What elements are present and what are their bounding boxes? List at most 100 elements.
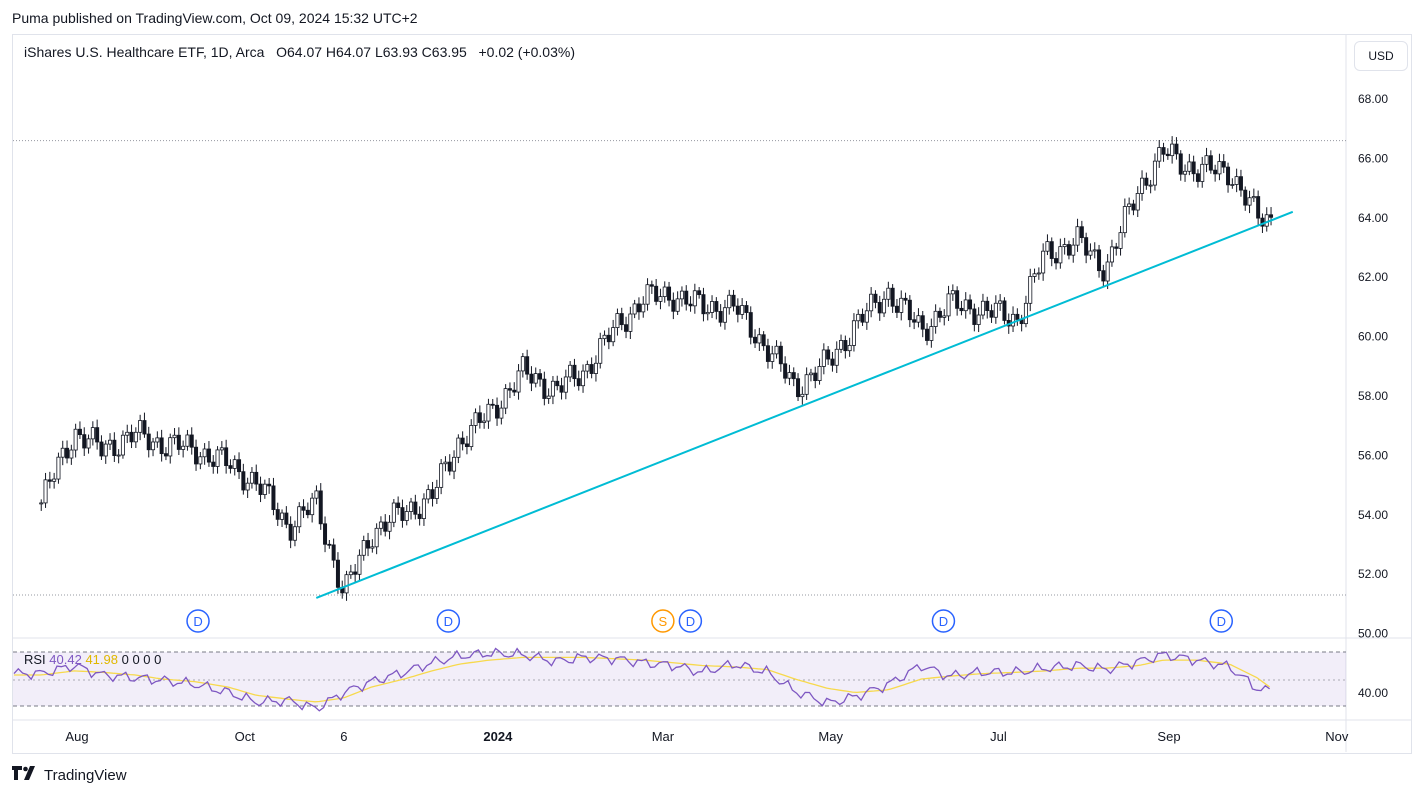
candle-body bbox=[675, 298, 680, 312]
candle-body bbox=[903, 297, 908, 301]
candle-body bbox=[581, 370, 586, 387]
candle bbox=[280, 509, 285, 528]
candle-body bbox=[357, 554, 362, 575]
candle-body bbox=[757, 334, 762, 344]
candle bbox=[370, 539, 375, 553]
candle bbox=[77, 421, 82, 439]
candle-body bbox=[409, 501, 414, 512]
candle bbox=[103, 440, 108, 464]
candle bbox=[155, 431, 160, 448]
candle-body bbox=[1204, 155, 1209, 165]
candle bbox=[232, 455, 237, 476]
candle-body bbox=[314, 490, 319, 499]
candle-body bbox=[1195, 173, 1200, 182]
candle bbox=[1247, 190, 1252, 214]
candle-body bbox=[1088, 250, 1093, 256]
candle-body bbox=[288, 523, 293, 541]
candle-body bbox=[86, 438, 91, 449]
candle-body bbox=[138, 420, 143, 433]
candle bbox=[421, 493, 426, 526]
candle-body bbox=[1114, 246, 1119, 249]
x-tick-label: Oct bbox=[235, 729, 256, 744]
candle bbox=[628, 306, 633, 339]
candle-body bbox=[778, 345, 783, 365]
chart-frame bbox=[12, 34, 1412, 754]
candle bbox=[224, 439, 229, 474]
candle bbox=[142, 412, 147, 438]
candle bbox=[598, 332, 603, 369]
candle-body bbox=[241, 471, 246, 491]
candle bbox=[585, 360, 590, 379]
candle-body bbox=[366, 540, 371, 549]
rsi-param-value: 0 bbox=[132, 652, 143, 667]
candle bbox=[903, 292, 908, 305]
candle-body bbox=[1260, 217, 1265, 227]
candle bbox=[963, 292, 968, 319]
candle bbox=[821, 343, 826, 375]
y-tick-label: 56.00 bbox=[1358, 448, 1388, 462]
y-tick-label: 50.00 bbox=[1358, 627, 1388, 641]
candle bbox=[512, 382, 517, 396]
candle bbox=[1036, 267, 1041, 280]
rsi-line bbox=[13, 647, 1270, 712]
candle bbox=[1161, 142, 1166, 162]
rsi-param-value: 0 bbox=[154, 652, 161, 667]
candle bbox=[185, 429, 190, 451]
candle bbox=[1174, 137, 1179, 160]
candle-body bbox=[47, 479, 52, 482]
candle-body bbox=[292, 526, 297, 541]
candle bbox=[860, 308, 865, 326]
candle-body bbox=[1131, 203, 1136, 211]
candle-body bbox=[774, 345, 779, 355]
candle bbox=[555, 375, 560, 391]
candle bbox=[464, 435, 469, 455]
candle bbox=[417, 506, 422, 526]
candle-body bbox=[714, 301, 719, 312]
candle bbox=[159, 429, 164, 462]
candle bbox=[1062, 237, 1067, 255]
candle bbox=[82, 427, 87, 456]
candle-body bbox=[1032, 273, 1037, 277]
candle-body bbox=[542, 378, 547, 399]
candle-body bbox=[103, 443, 108, 457]
rsi-param-value: 0 bbox=[122, 652, 133, 667]
candle bbox=[684, 285, 689, 311]
candle-body bbox=[507, 388, 512, 391]
candle bbox=[129, 424, 134, 449]
candle-body bbox=[245, 482, 250, 491]
currency-button[interactable]: USD bbox=[1354, 41, 1408, 71]
candle-body bbox=[533, 373, 538, 384]
x-tick-label: Jul bbox=[990, 729, 1007, 744]
event-marker-circle bbox=[186, 609, 210, 633]
candle bbox=[525, 349, 530, 380]
candle-body bbox=[353, 571, 358, 575]
candle bbox=[533, 367, 538, 388]
candle-body bbox=[172, 434, 177, 439]
candle bbox=[447, 454, 452, 476]
candle-body bbox=[959, 307, 964, 312]
candle-body bbox=[550, 380, 555, 397]
candle bbox=[439, 458, 444, 495]
candle-body bbox=[1251, 196, 1256, 199]
dividend-marker: D bbox=[931, 609, 956, 633]
candle bbox=[641, 296, 646, 318]
candle bbox=[907, 295, 912, 328]
rsi-tick-label: 40.00 bbox=[1358, 686, 1388, 700]
candle-body bbox=[185, 434, 190, 447]
candle-body bbox=[198, 456, 203, 465]
candle bbox=[1109, 239, 1114, 267]
candle-body bbox=[1084, 237, 1089, 256]
candle-body bbox=[176, 434, 181, 450]
candle bbox=[1032, 268, 1037, 283]
candle-body bbox=[589, 364, 594, 374]
candle bbox=[1097, 244, 1102, 278]
candle bbox=[1028, 268, 1033, 312]
footer-brand[interactable]: TradingView bbox=[12, 766, 127, 784]
candle bbox=[542, 371, 547, 406]
candle-body bbox=[1122, 206, 1127, 234]
split-marker: S bbox=[651, 609, 675, 633]
candle bbox=[581, 364, 586, 393]
candle-body bbox=[374, 527, 379, 548]
candle bbox=[546, 388, 551, 404]
